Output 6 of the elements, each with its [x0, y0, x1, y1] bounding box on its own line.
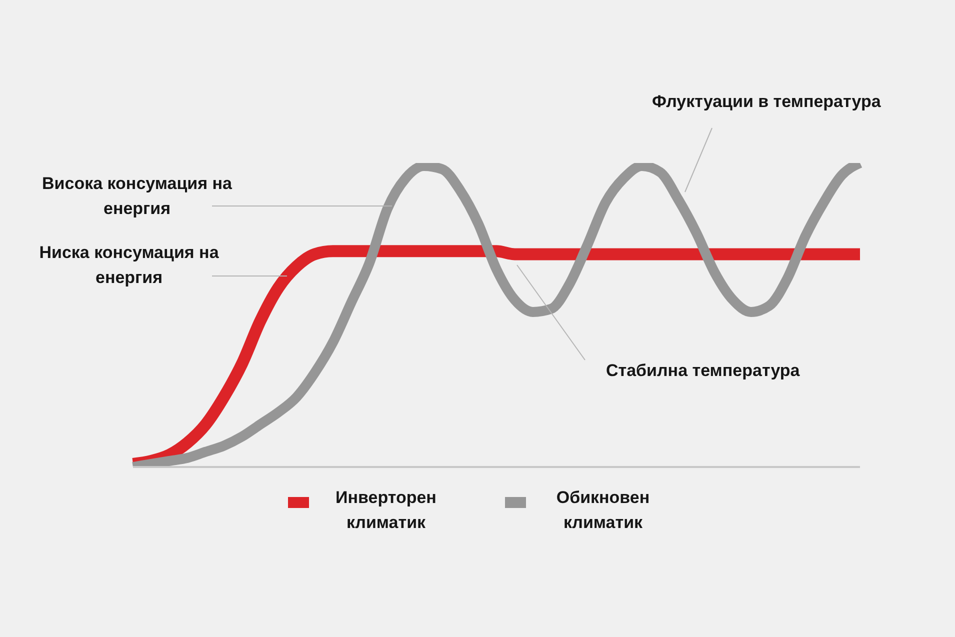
- legend-label: Обикновен климатик: [556, 488, 650, 532]
- annotation: Стабилна температура: [606, 361, 800, 380]
- legend-label: Инверторен климатик: [336, 488, 436, 532]
- text: Флуктуации в температура: [652, 92, 881, 111]
- annotation: Висока консумация на енергия: [42, 174, 232, 218]
- annotation: Ниска консумация на енергия: [39, 243, 219, 287]
